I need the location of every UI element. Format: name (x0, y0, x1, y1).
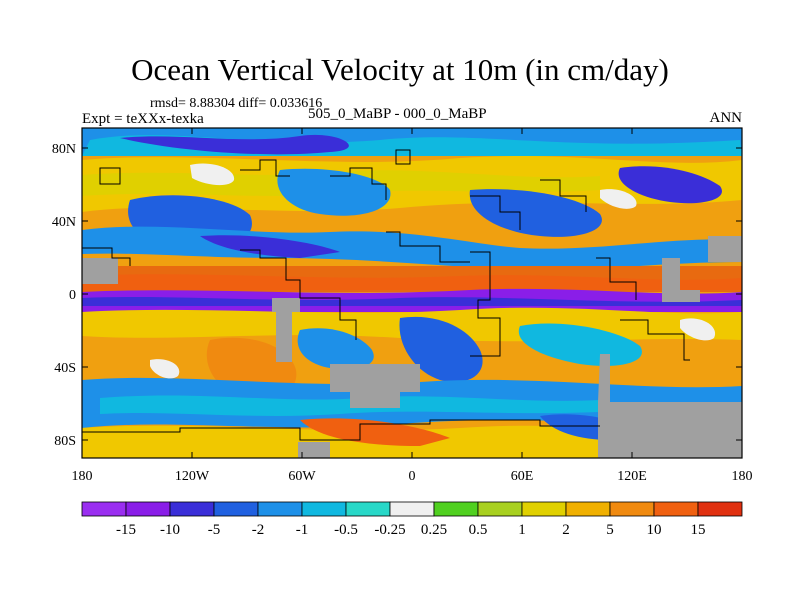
axis-ticks (81, 128, 743, 458)
legend-swatch (301, 501, 347, 517)
legend-label: 2 (562, 522, 570, 538)
lon-label-180w: 180 (72, 469, 93, 484)
season-label: ANN (709, 110, 743, 126)
legend-label: -0.25 (374, 522, 405, 538)
legend-swatch (609, 501, 655, 517)
legend-swatch (433, 501, 479, 517)
legend-swatch (389, 501, 435, 517)
legend-label: -0.5 (334, 522, 358, 538)
lon-label-60e: 60E (511, 469, 534, 484)
legend-swatch (213, 501, 259, 517)
color-legend: -15 -10 -5 -2 -1 -0.5 -0.25 0.25 0.5 1 2 5 10 15 (81, 501, 743, 538)
land-mask (82, 236, 742, 458)
legend-swatch (477, 501, 523, 517)
lon-label-0: 0 (409, 469, 416, 484)
legend-label: -1 (296, 522, 309, 538)
lat-label-0: 0 (69, 288, 76, 303)
legend-label: 10 (647, 522, 662, 538)
legend-label: -2 (252, 522, 265, 538)
legend-swatch (169, 501, 215, 517)
legend-swatch (81, 501, 127, 517)
lat-label-40n: 40N (52, 215, 76, 230)
legend-label: 15 (691, 522, 706, 538)
legend-label: 5 (606, 522, 614, 538)
legend-swatch (125, 501, 171, 517)
lon-label-120e: 120E (617, 469, 647, 484)
legend-swatch (653, 501, 699, 517)
legend-swatch (257, 501, 303, 517)
map-title: Ocean Vertical Velocity at 10m (in cm/da… (131, 52, 669, 87)
legend-label: -15 (116, 522, 136, 538)
stats-label: rmsd= 8.88304 diff= 0.033616 (150, 96, 323, 111)
legend-label: -10 (160, 522, 180, 538)
legend-label: 0.5 (469, 522, 488, 538)
lat-label-80s: 80S (54, 434, 76, 449)
experiment-label: Expt = teXXx-texka (82, 111, 204, 127)
comparison-label: 505_0_MaBP - 000_0_MaBP (308, 106, 487, 122)
legend-label: 0.25 (421, 522, 447, 538)
lon-label-180e: 180 (732, 469, 753, 484)
lat-label-40s: 40S (54, 361, 76, 376)
coastlines (82, 149, 690, 441)
lat-label-80n: 80N (52, 142, 76, 157)
lon-label-60w: 60W (288, 469, 316, 484)
lon-label-120w: 120W (175, 469, 210, 484)
legend-label: 1 (518, 522, 526, 538)
legend-swatch (521, 501, 567, 517)
legend-swatch (345, 501, 391, 517)
legend-swatch (697, 501, 743, 517)
velocity-field (82, 128, 742, 458)
legend-swatch (565, 501, 611, 517)
legend-label: -5 (208, 522, 221, 538)
